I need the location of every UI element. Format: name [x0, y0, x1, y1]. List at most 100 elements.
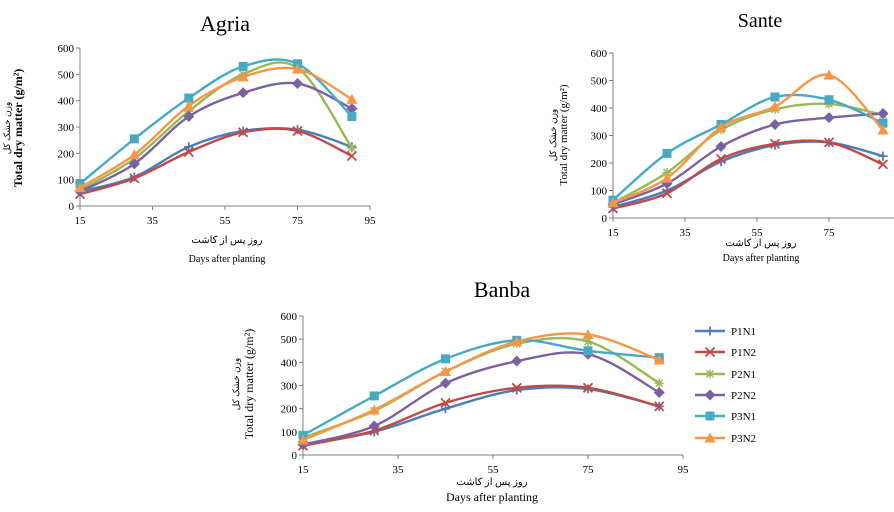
x-tick-label: 35	[680, 227, 692, 239]
point-marker	[128, 149, 140, 160]
x-axis-label: Days after planting	[189, 254, 266, 265]
point-marker	[877, 159, 889, 170]
chart-title: Banba	[474, 277, 530, 302]
series-line-p3n1	[302, 339, 660, 437]
y-tick-label: 600	[281, 311, 298, 323]
legend-label: P3N1	[731, 411, 756, 423]
point-marker	[511, 355, 523, 367]
point-marker	[128, 158, 140, 170]
point-marker	[705, 411, 715, 421]
point-marker	[440, 397, 451, 409]
point-marker	[441, 404, 450, 414]
series-line-p3n2	[302, 332, 660, 442]
series-line-p1n2	[79, 127, 353, 196]
series-line-p3n2	[612, 73, 884, 204]
point-marker	[877, 124, 889, 135]
x-tick-label: 95	[365, 215, 377, 227]
point-marker	[440, 377, 451, 389]
series-line-p2n1	[612, 102, 884, 204]
point-marker	[769, 101, 781, 112]
point-marker	[582, 329, 594, 340]
series-line-p2n2	[302, 351, 660, 446]
x-tick-label: 75	[824, 227, 836, 239]
point-marker	[661, 188, 673, 199]
legend-label: P2N2	[731, 390, 756, 402]
chart-agria: Agria 0 100 200 300 400 500 600 15 35 55 75 95 Tota…	[0, 0, 380, 270]
y-tick-label: 300	[58, 122, 75, 134]
y-tick-label: 200	[591, 158, 608, 170]
point-marker	[662, 148, 672, 158]
x-axis-label: Days after planting	[723, 253, 800, 264]
point-marker	[183, 110, 195, 122]
y-tick-label: 0	[602, 213, 608, 225]
legend-item-p1n1: P1N1	[695, 326, 756, 338]
legend-item-p2n2: P2N2	[695, 389, 756, 402]
y-tick-label: 200	[58, 148, 75, 160]
point-marker	[346, 150, 358, 162]
point-marker	[292, 125, 303, 137]
point-marker	[129, 173, 140, 184]
point-marker	[607, 197, 619, 208]
point-marker	[769, 138, 781, 149]
y-tick-label: 600	[58, 43, 75, 55]
series-line-p1n2	[302, 384, 660, 447]
y-tick-label: 400	[58, 96, 75, 108]
point-marker	[704, 346, 716, 358]
point-marker	[715, 153, 727, 165]
point-marker	[704, 432, 716, 443]
x-tick-label: 75	[583, 464, 595, 476]
point-marker	[769, 119, 781, 130]
y-axis-label-fa: وزن خشک کل	[231, 358, 242, 411]
point-marker	[237, 71, 249, 82]
x-tick-label: 55	[220, 215, 232, 227]
point-marker	[653, 354, 665, 365]
point-marker	[347, 143, 357, 153]
y-tick-label: 400	[281, 357, 298, 369]
point-marker	[824, 95, 834, 105]
chart-title: Agria	[200, 11, 250, 36]
point-marker	[654, 401, 665, 412]
series-line-p3n2	[79, 66, 353, 189]
series-line-p2n2	[612, 112, 884, 206]
point-marker	[183, 100, 195, 111]
series-line-p1n2	[612, 139, 884, 210]
series-line-p1n1	[79, 126, 353, 193]
point-marker	[237, 127, 249, 138]
point-marker	[368, 420, 380, 432]
chart-banba-svg: Banba 0 100 200 300 400 500 600 15 35 55 75 95 Tota…	[231, 277, 756, 504]
y-tick-label: 500	[591, 76, 608, 88]
point-marker	[238, 61, 248, 71]
point-marker	[878, 118, 888, 128]
y-tick-label: 500	[281, 334, 298, 346]
point-marker	[237, 87, 249, 99]
point-marker	[583, 346, 593, 356]
point-marker	[823, 69, 835, 80]
x-tick-label: 95	[678, 464, 690, 476]
point-marker	[653, 386, 665, 398]
point-marker	[369, 391, 379, 401]
point-marker	[715, 121, 727, 132]
legend-item-p1n2: P1N2	[695, 346, 756, 359]
x-axis-label-fa: روز پس از کاشت	[725, 238, 796, 249]
point-marker	[297, 434, 309, 445]
y-tick-label: 100	[58, 175, 75, 187]
point-marker	[770, 92, 780, 102]
point-marker	[715, 141, 727, 152]
point-marker	[440, 366, 451, 377]
y-tick-label: 200	[281, 404, 298, 416]
legend-item-p3n2: P3N2	[695, 432, 756, 445]
series-line-p3n1	[79, 58, 353, 185]
y-axis-label: Total dry matter (g/m²)	[242, 329, 256, 439]
point-marker	[823, 112, 835, 124]
point-marker	[347, 111, 357, 121]
point-marker	[74, 182, 86, 193]
y-axis-label: Total dry matter (g/m²)	[11, 69, 25, 188]
point-marker	[184, 142, 194, 152]
y-tick-label: 300	[591, 131, 608, 143]
x-tick-label: 15	[298, 464, 310, 476]
point-marker	[661, 172, 673, 183]
point-marker	[346, 93, 358, 104]
x-tick-label: 55	[752, 227, 764, 239]
